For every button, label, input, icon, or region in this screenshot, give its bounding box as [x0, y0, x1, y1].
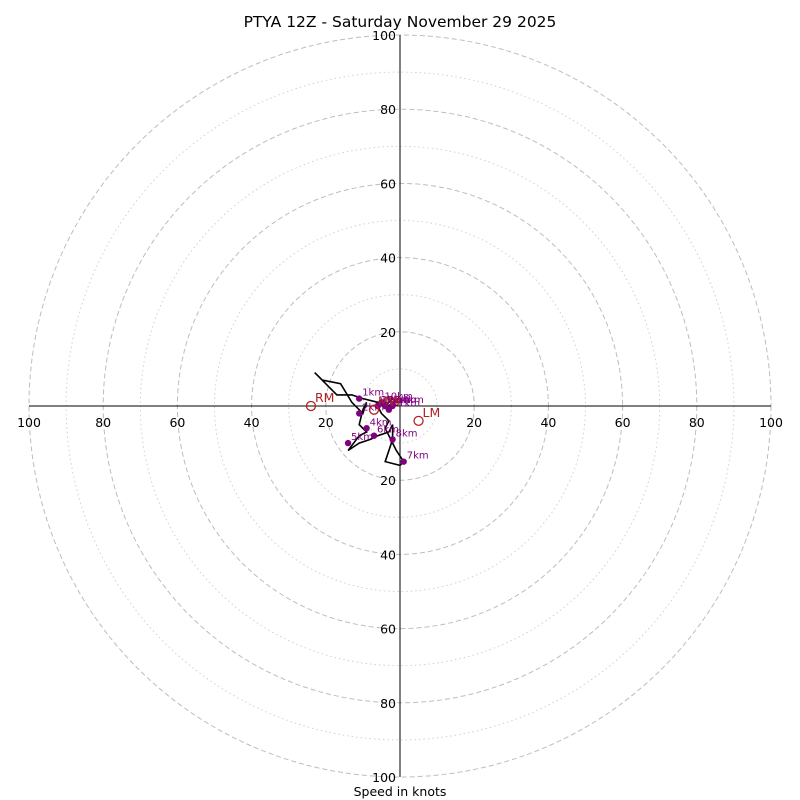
tick-bottom-80: 80 [380, 696, 396, 711]
chart-title: PTYA 12Z - Saturday November 29 2025 [244, 13, 557, 31]
tick-left-40: 40 [244, 415, 260, 430]
hodograph-trace [314, 372, 405, 467]
tick-right-20: 20 [466, 415, 482, 430]
tick-bottom-100: 100 [372, 770, 396, 785]
tick-left-60: 60 [169, 415, 185, 430]
tick-bottom-40: 40 [380, 547, 396, 562]
height-point-8km [389, 436, 396, 443]
height-point-4km [363, 425, 370, 432]
tick-right-40: 40 [540, 415, 556, 430]
height-label-12km: 12km [381, 395, 409, 406]
height-label-3km: 3km [381, 395, 403, 406]
height-label-7km: 7km [407, 451, 429, 462]
tick-left-100: 100 [17, 415, 41, 430]
height-label-2km: 2km [362, 402, 384, 413]
tick-right-100: 100 [759, 415, 783, 430]
storm-motion-lm-marker [413, 415, 424, 426]
storm-motion-mw-marker [368, 404, 380, 415]
tick-labels: 100 80 60 40 20 20 40 60 80 100 20 40 60 80 100 20 40 60 8… [17, 28, 783, 785]
tick-top-80: 80 [380, 102, 396, 117]
storm-motion-rm-marker [305, 400, 317, 412]
storm-motion-lm-label: LM [423, 405, 441, 420]
height-point-7km [400, 458, 407, 465]
x-axis-label: Speed in knots [354, 784, 447, 799]
height-point-2km [355, 410, 363, 417]
height-label-11km: 11km [392, 399, 420, 410]
tick-bottom-20: 20 [380, 473, 396, 488]
height-label-8km: 8km [396, 428, 418, 439]
height-label-9km: 9km [388, 395, 410, 406]
height-label-4km: 4km [370, 417, 392, 428]
height-point-14km [389, 402, 396, 410]
height-label-1km: 1km [362, 388, 384, 399]
height-point-6km [370, 432, 378, 439]
tick-left-80: 80 [95, 415, 111, 430]
height-point-12km [374, 402, 381, 410]
storm-motion-rm-label: RM [315, 390, 334, 405]
height-point-5km [344, 439, 352, 447]
storm-motions: RM LM MW [305, 390, 441, 426]
tick-top-20: 20 [380, 325, 396, 340]
height-label-5km: 5km [351, 432, 373, 443]
tick-top-60: 60 [380, 176, 396, 191]
height-label-6km: 6km [377, 425, 399, 436]
height-point-1km [355, 395, 363, 402]
height-label-14km: 14km [396, 395, 424, 406]
height-label-13km: 13km [388, 395, 416, 406]
height-label-10km: 10km [384, 391, 412, 402]
tick-top-40: 40 [380, 251, 396, 266]
tick-top-100: 100 [372, 28, 396, 43]
height-point-13km [381, 402, 389, 410]
tick-left-20: 20 [318, 415, 334, 430]
storm-motion-mw-label: MW [378, 394, 401, 409]
tick-bottom-60: 60 [380, 622, 396, 637]
tick-right-80: 80 [689, 415, 705, 430]
tick-right-60: 60 [615, 415, 631, 430]
